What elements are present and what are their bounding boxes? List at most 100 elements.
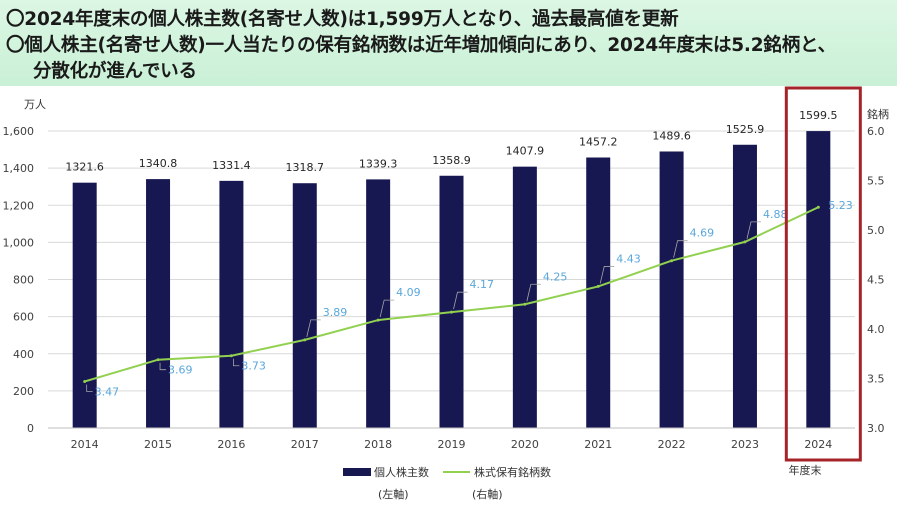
line-data-label: 5.23 [828,199,853,212]
legend-bar-axis-note: (左軸) [378,487,409,501]
line-point [596,284,600,288]
line-point [523,302,527,306]
left-axis-tick-label: 800 [13,274,34,287]
line-point [376,318,380,322]
leader-line [746,221,761,239]
bar-data-label: 1321.6 [65,161,104,174]
line-point [816,205,820,209]
legend-line-label: 株式保有銘柄数 [474,465,551,479]
left-axis-tick-label: 1,200 [3,199,35,212]
bar [366,179,391,428]
x-axis-tick-label: 2016 [217,438,245,451]
bar [806,131,831,428]
x-axis-tick-label: 2019 [438,438,466,451]
line-data-label: 4.09 [396,286,421,299]
x-axis-tick-label: 2022 [658,438,686,451]
x-axis-tick-label: 2018 [364,438,392,451]
right-axis-tick-label: 4.0 [867,323,885,336]
bar-data-label: 1457.2 [579,136,618,149]
x-axis-tick-label: 2015 [144,438,172,451]
right-axis-tick-label: 3.0 [867,422,885,435]
bar [659,151,684,429]
bar-data-label: 1599.5 [799,109,838,122]
line-data-label: 4.69 [690,227,715,240]
line-data-label: 4.25 [543,270,568,283]
highlight-box-2024 [784,86,862,462]
leader-line [379,299,395,318]
leader-line [673,240,688,258]
bar [72,182,97,428]
line-point [156,358,160,362]
bar [586,157,611,428]
bar-data-label: 1525.9 [726,123,765,136]
line-data-label: 4.17 [470,278,495,291]
bar-data-label: 1489.6 [652,129,691,142]
bars [72,131,831,429]
x-axis-tick-label: 2024 [804,438,832,451]
bar [146,179,171,428]
bar-data-label: 1339.3 [359,157,398,170]
bar-data-label: 1340.8 [139,157,178,170]
left-axis-tick-label: 400 [13,348,34,361]
left-axis-unit-label: 万人 [24,98,46,111]
right-axis-tick-label: 5.0 [867,224,885,237]
right-axis-tick-label: 4.5 [867,274,885,287]
legend-bar-label: 個人株主数 [374,465,429,479]
line-point [670,259,674,263]
headline-line-1: 〇2024年度末の個人株主数(名寄せ人数)は1,599万人となり、過去最高値を更… [6,9,679,30]
left-axis-tick-label: 1,600 [3,125,35,138]
leader-line [526,283,541,302]
line-data-label: 4.88 [763,208,788,221]
bar [219,180,244,428]
x-axis-unit-label: 年度末 [789,463,822,477]
x-axis-tick-label: 2017 [291,438,319,451]
line-point [229,354,233,358]
x-axis-tick-label: 2020 [511,438,539,451]
x-axis-tick-label: 2023 [731,438,759,451]
line-point [303,338,307,342]
left-axis-tick-label: 0 [27,422,34,435]
left-axis-tick-label: 600 [13,311,34,324]
line-series [83,205,820,383]
leader-line [306,319,321,337]
line-point [83,379,87,383]
data-labels: 1321.6 1340.8 1331.4 1318.7 1339.3 1358.9 1407… [65,109,852,398]
x-axis-tick-label: 2021 [584,438,612,451]
bar [512,166,537,428]
legend: 個人株主数 (左軸) 株式保有銘柄数 (右軸) [343,465,551,501]
right-axis-unit-label: 銘柄 [867,107,889,121]
bar [732,144,757,428]
line-data-label: 3.89 [323,306,348,319]
bar-data-label: 1318.7 [286,161,325,174]
leader-line [599,266,615,284]
line-point [743,240,747,244]
left-axis-tick-label: 1,000 [3,236,35,249]
axes: 0 200 400 600 800 1,000 1,200 1,400 1,600 3.0 3.5 4… [3,125,885,451]
leader-line [453,291,468,310]
left-axis-tick-label: 1,400 [3,162,35,175]
headline-line-2: 〇個人株主(名寄せ人数)一人当たりの保有銘柄数は近年増加傾向にあり、2024年度… [6,35,836,56]
headline-line-3: 分散化が進んでいる [33,61,197,82]
line-data-label: 3.47 [95,385,120,398]
right-axis-tick-label: 6.0 [867,125,885,138]
legend-bar-swatch [343,468,371,476]
legend-line-axis-note: (右軸) [472,487,503,501]
line-point [450,310,453,314]
leader-line [159,362,167,371]
leader-line [86,384,93,392]
line-data-label: 3.73 [241,360,266,373]
right-axis-tick-label: 3.5 [867,373,885,386]
leader-line [233,358,240,367]
line-data-label: 4.43 [616,252,641,265]
bar-data-label: 1358.9 [432,154,471,167]
bar [292,183,317,428]
bar-data-label: 1407.9 [506,145,545,158]
bar [439,175,464,428]
line-data-label: 3.69 [168,364,193,377]
bar-data-label: 1331.4 [212,159,251,172]
right-axis-tick-label: 5.5 [867,175,885,188]
headline-banner: 〇2024年度末の個人株主数(名寄せ人数)は1,599万人となり、過去最高値を更… [0,0,897,86]
left-axis-tick-label: 200 [13,385,34,398]
x-axis-tick-label: 2014 [71,438,99,451]
